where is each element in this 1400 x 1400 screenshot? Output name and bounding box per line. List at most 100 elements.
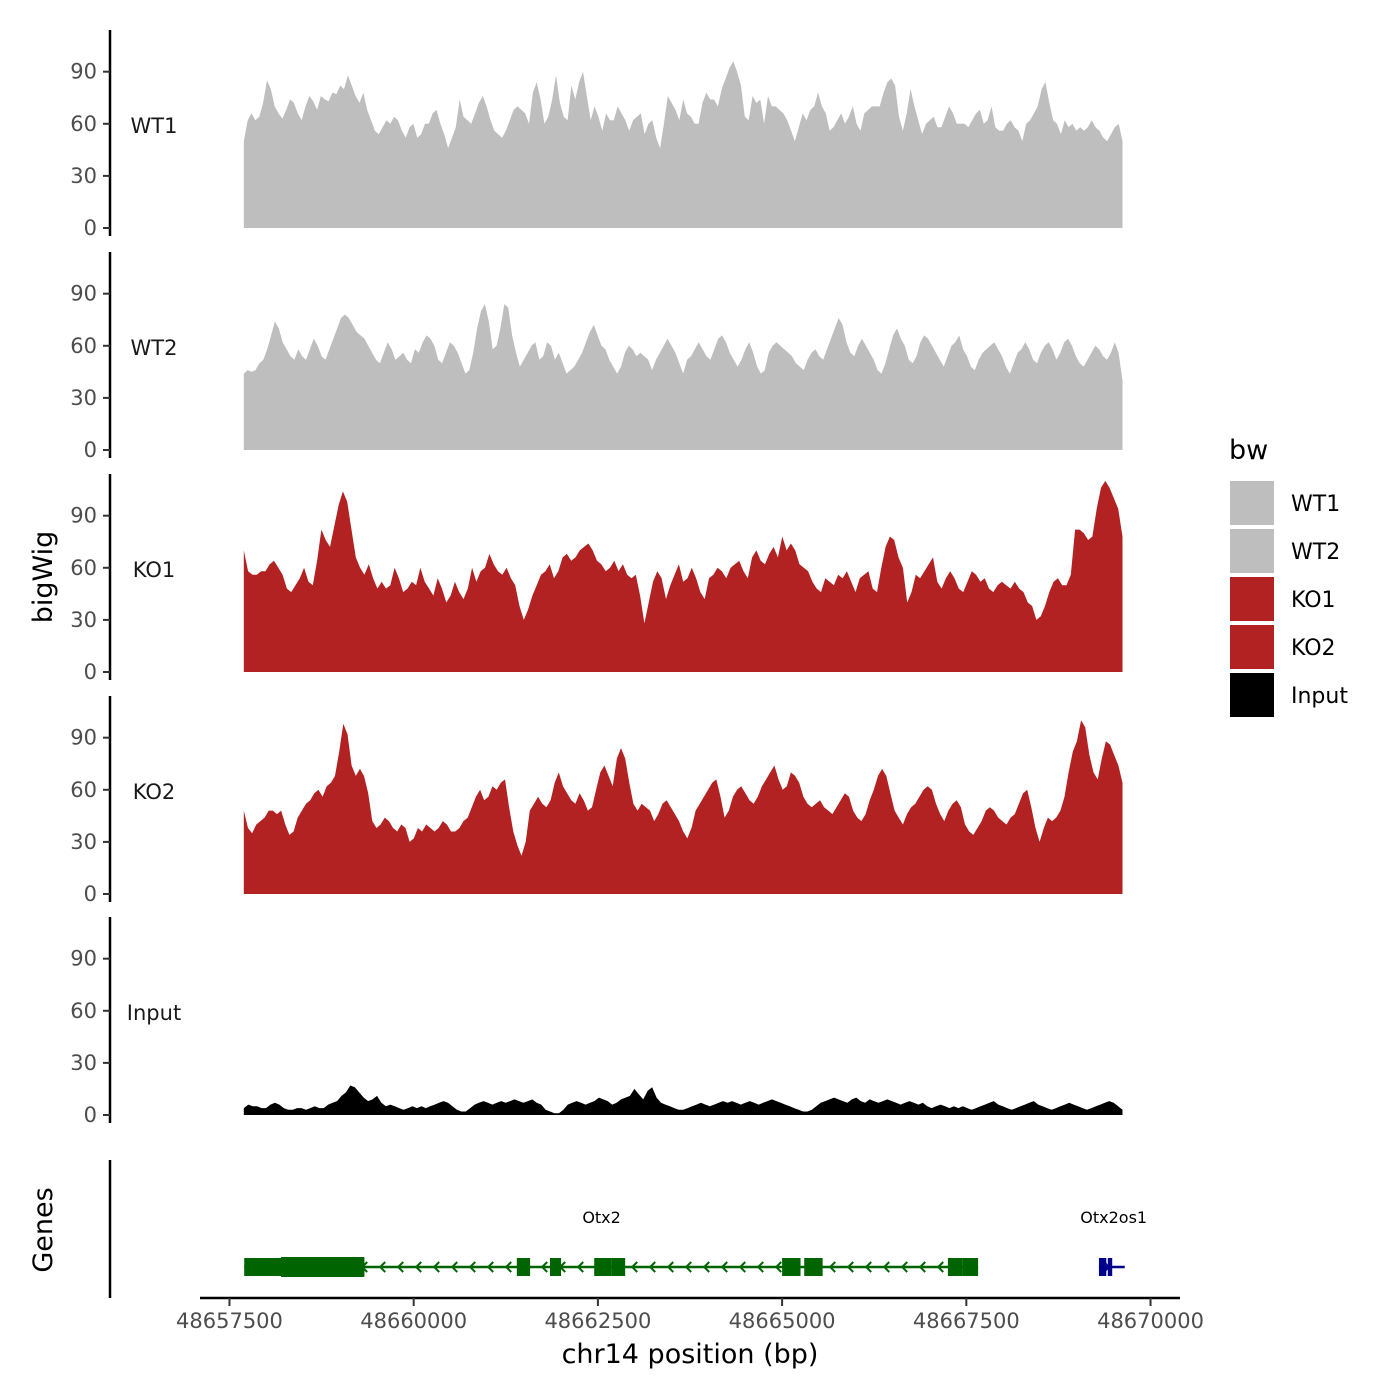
y-axis-title: bigWig [28,531,59,624]
gene-exon [611,1258,626,1276]
legend-item-ko2: KO2 [1228,623,1336,671]
y-tick-label: 60 [70,334,97,358]
strand-arrow [684,1261,692,1273]
legend-label: Input [1291,684,1348,709]
track-input: 0 30 60 90 Input [70,917,1123,1127]
gene-exon [947,1258,963,1276]
y-tick-label: 30 [70,830,97,854]
series-area-input [243,1085,1123,1115]
track-ko1: 0 30 60 90 KO1 [70,474,1123,684]
gene-exon-thick [281,1257,365,1277]
y-tick-label: 0 [84,882,97,906]
y-tick-label: 60 [70,112,97,136]
legend-item-wt2: WT2 [1228,527,1340,575]
strand-arrow [540,1261,548,1273]
track-wt1: 0 30 60 90 WT1 [70,30,1123,240]
strand-arrow [846,1261,854,1273]
gene-exon [1107,1258,1113,1276]
series-area-ko1 [243,480,1123,672]
gene-exon [804,1258,823,1276]
gene-label: Otx2os1 [1080,1208,1147,1227]
series-area-wt2 [243,304,1123,450]
y-tick-label: 0 [84,660,97,684]
legend: bw WT1 WT2 KO1 KO2 Input [1228,435,1348,719]
legend-label: WT1 [1291,492,1340,517]
legend-title: bw [1229,435,1268,466]
strand-arrow [828,1261,836,1273]
genes-axis-title: Genes [28,1187,59,1272]
series-area-ko2 [243,720,1123,894]
y-tick-label: 30 [70,164,97,188]
tracks-group: 0 30 60 90 WT1 0 30 60 90 WT2 0 30 60 90 KO1 0 30 60 90 KO2… [70,30,1123,1127]
x-tick-label: 48670000 [1097,1309,1204,1333]
legend-swatch [1228,527,1276,575]
gene-exon [1098,1258,1107,1276]
y-tick-label: 60 [70,999,97,1023]
strand-arrow [630,1261,638,1273]
strand-arrow [720,1261,728,1273]
strand-arrow [918,1261,926,1273]
legend-swatch [1228,575,1276,623]
strand-arrow [936,1261,944,1273]
gene-exon [550,1258,562,1276]
legend-item-input: Input [1228,671,1348,719]
y-tick-label: 60 [70,778,97,802]
gene-otx2: Otx2 [244,1208,979,1277]
y-tick-label: 90 [70,282,97,306]
strand-arrow [900,1261,908,1273]
legend-swatch [1228,671,1276,719]
track-label: Input [127,1001,181,1025]
y-tick-label: 30 [70,386,97,410]
y-tick-label: 30 [70,1051,97,1075]
y-tick-label: 30 [70,608,97,632]
strand-arrow [468,1261,476,1273]
strand-arrow [486,1261,494,1273]
x-axis: 48657500 48660000 48662500 48665000 48667500… [176,1296,1204,1333]
legend-item-wt1: WT1 [1228,479,1340,527]
legend-label: WT2 [1291,540,1340,565]
strand-arrow [702,1261,710,1273]
strand-arrow [576,1261,584,1273]
gene-exon [962,1258,979,1276]
y-tick-label: 0 [84,1103,97,1127]
x-tick-label: 48662500 [544,1309,651,1333]
strand-arrow [882,1261,890,1273]
strand-arrow [864,1261,872,1273]
x-axis-title: chr14 position (bp) [562,1339,819,1370]
legend-swatch [1228,479,1276,527]
track-label: KO1 [133,558,176,582]
strand-arrow [774,1261,782,1273]
strand-arrow [450,1261,458,1273]
track-label: WT1 [131,114,178,138]
track-wt2: 0 30 60 90 WT2 [70,252,1123,462]
y-tick-label: 60 [70,556,97,580]
strand-arrow [666,1261,674,1273]
strand-arrow [432,1261,440,1273]
x-tick-label: 48657500 [176,1309,283,1333]
track-ko2: 0 30 60 90 KO2 [70,696,1123,906]
x-tick-label: 48667500 [913,1309,1020,1333]
y-tick-label: 90 [70,504,97,528]
series-area-wt1 [243,61,1123,228]
strand-arrow [414,1261,422,1273]
x-tick-label: 48660000 [360,1309,467,1333]
strand-arrow [648,1261,656,1273]
legend-item-ko1: KO1 [1228,575,1336,623]
track-label: WT2 [131,336,178,360]
gene-exon [782,1258,801,1276]
gene-exon [516,1258,531,1276]
y-tick-label: 0 [84,438,97,462]
gene-otx2os1: Otx2os1 [1080,1208,1147,1276]
y-tick-label: 90 [70,60,97,84]
gene-label: Otx2 [582,1208,621,1227]
gene-exon [594,1258,612,1276]
strand-arrow [756,1261,764,1273]
strand-arrow [378,1261,386,1273]
legend-label: KO1 [1291,588,1336,613]
y-tick-label: 0 [84,216,97,240]
genes-panel: Otx2 Otx2os1 [108,1160,1147,1298]
strand-arrow [504,1261,512,1273]
x-tick-label: 48665000 [729,1309,836,1333]
